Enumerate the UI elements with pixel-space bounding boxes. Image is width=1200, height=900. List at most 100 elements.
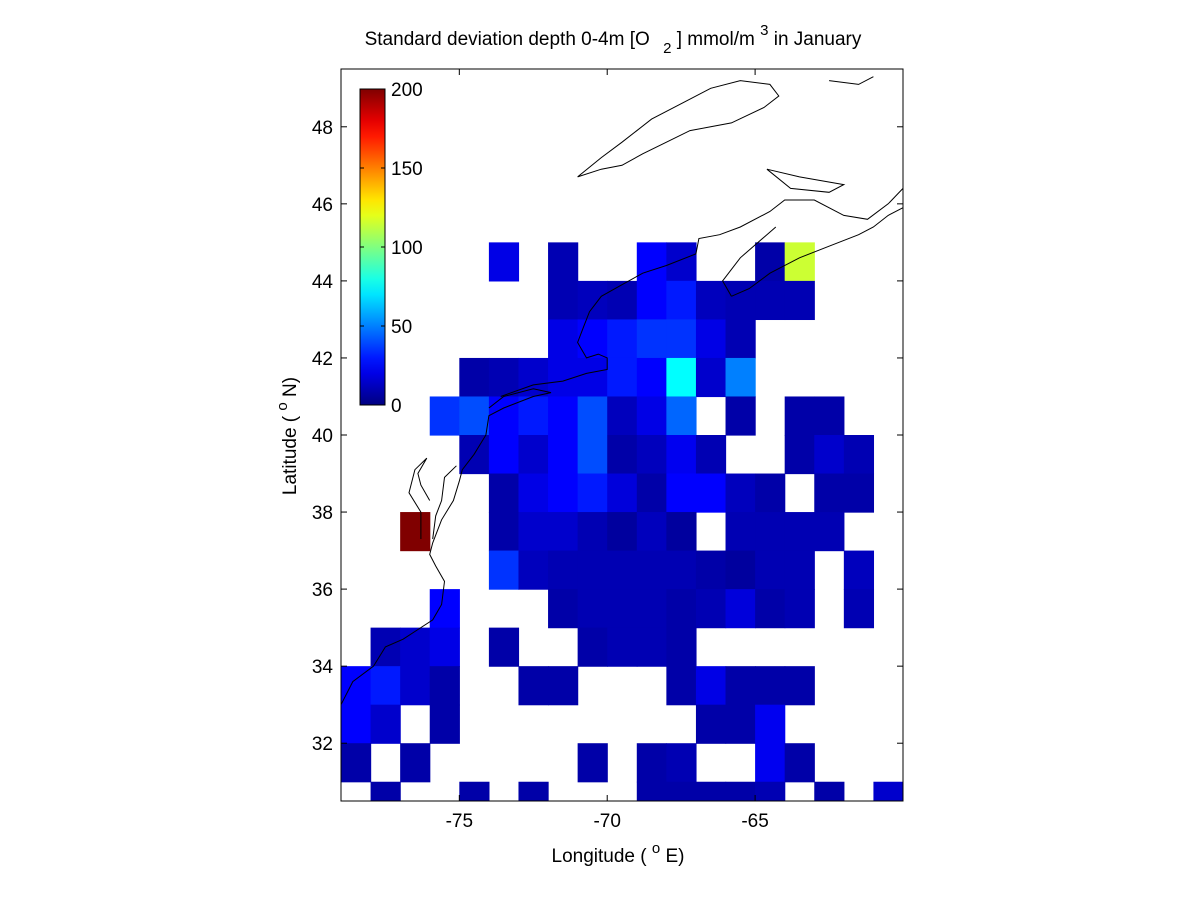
colorbar-tick-label: 200 [391, 80, 423, 101]
heatmap-cell [784, 435, 815, 475]
y-tick-label: 42 [312, 349, 333, 370]
heatmap-cell [695, 666, 727, 706]
heatmap-cell [518, 781, 549, 801]
heatmap-cell [666, 743, 697, 783]
heatmap-cell [607, 396, 638, 436]
heatmap-cell [607, 512, 638, 552]
heatmap-cell [784, 512, 815, 552]
heatmap-cell [636, 280, 667, 321]
heatmap-cell [784, 242, 815, 282]
heatmap-cell [636, 435, 667, 475]
heatmap-cell [755, 473, 786, 513]
heatmap-cell [695, 550, 727, 590]
heatmap-cell [607, 550, 638, 590]
heatmap-cell [488, 627, 520, 667]
heatmap-cell [400, 512, 431, 552]
heatmap-cell [341, 704, 372, 744]
heatmap-cell [814, 781, 845, 801]
heatmap-cell [666, 512, 697, 552]
heatmap-cell [666, 589, 697, 629]
heatmap-cell [548, 550, 579, 590]
heatmap-cell [843, 589, 875, 629]
heatmap-cell [784, 666, 815, 706]
heatmap-cell [577, 435, 608, 475]
coastline [341, 76, 903, 705]
heatmap-cell [577, 319, 608, 359]
x-tick-label: -70 [593, 811, 620, 832]
heatmap-cell [548, 435, 579, 475]
heatmap-cell [755, 550, 786, 590]
heatmap-cell [577, 473, 608, 513]
heatmap-cell [843, 550, 875, 590]
heatmap-cell [843, 435, 875, 475]
coastline-segment [341, 388, 552, 705]
heatmap-cell [666, 627, 697, 667]
heatmap-cell [695, 435, 727, 475]
heatmap-cell [518, 512, 549, 552]
heatmap-cell [755, 280, 786, 321]
colorbar-tick-label: 150 [391, 159, 423, 180]
heatmap-cell [548, 589, 579, 629]
heatmap-cell [400, 743, 431, 783]
coastline-segment [829, 76, 874, 85]
heatmap-cell [607, 473, 638, 513]
heatmap-cell [784, 280, 815, 321]
heatmap-cell [400, 666, 431, 706]
heatmap-cell [636, 550, 667, 590]
heatmap-cell [755, 242, 786, 282]
heatmap-cell [636, 781, 667, 801]
heatmap-cell [636, 627, 667, 667]
coastline-segment [731, 207, 903, 297]
heatmap-cell [488, 396, 520, 436]
heatmap-cell [548, 319, 579, 359]
heatmap-cell [548, 473, 579, 513]
y-tick-label: 38 [312, 503, 333, 524]
heatmap-cell [341, 743, 372, 783]
colorbar: 0 50 100 150 200 [359, 80, 423, 417]
heatmap-cell [695, 357, 727, 398]
heatmap-cell [666, 280, 697, 321]
colorbar-tick-label: 50 [391, 317, 412, 338]
coastline-segment [500, 188, 903, 397]
heatmap-cell [814, 396, 845, 436]
heatmap-cell [755, 589, 786, 629]
x-tick-label: -65 [741, 811, 768, 832]
heatmap-cell [636, 589, 667, 629]
heatmap-cell [784, 550, 815, 590]
heatmap-cell [488, 242, 520, 282]
heatmap-cell [666, 357, 697, 398]
heatmap-cell [429, 396, 460, 436]
y-axis-label: Latitude ( o N) [271, 377, 301, 495]
coastline-segment [766, 168, 846, 193]
heatmap-cell [784, 743, 815, 783]
heatmap-cell [607, 435, 638, 475]
heatmap-cell [636, 357, 667, 398]
heatmap-cell [488, 357, 520, 398]
y-tick-label: 34 [312, 657, 334, 678]
y-tick-label: 40 [312, 426, 333, 447]
heatmap-cell [725, 550, 756, 590]
heatmap-cell [636, 512, 667, 552]
heatmap-cells [341, 242, 903, 801]
heatmap-cell [488, 473, 520, 513]
heatmap-cell [695, 319, 727, 359]
x-tick-label: -75 [446, 811, 473, 832]
coastline-segment [722, 226, 777, 297]
heatmap-cell [725, 512, 756, 552]
y-tick-label: 46 [312, 195, 333, 216]
y-tick-label: 32 [312, 734, 333, 755]
heatmap-cell [518, 396, 549, 436]
y-tick-label: 44 [312, 272, 334, 293]
heatmap-cell [784, 589, 815, 629]
heatmap-cell [666, 781, 697, 801]
heatmap-cell [577, 280, 608, 321]
heatmap-cell [755, 743, 786, 783]
y-tick-label: 48 [312, 118, 333, 139]
heatmap-cell [548, 280, 579, 321]
heatmap-cell [814, 435, 845, 475]
heatmap-cell [607, 627, 638, 667]
coastline-segment [577, 80, 780, 178]
heatmap-cell [548, 512, 579, 552]
heatmap-cell [518, 473, 549, 513]
heatmap-cell [636, 319, 667, 359]
